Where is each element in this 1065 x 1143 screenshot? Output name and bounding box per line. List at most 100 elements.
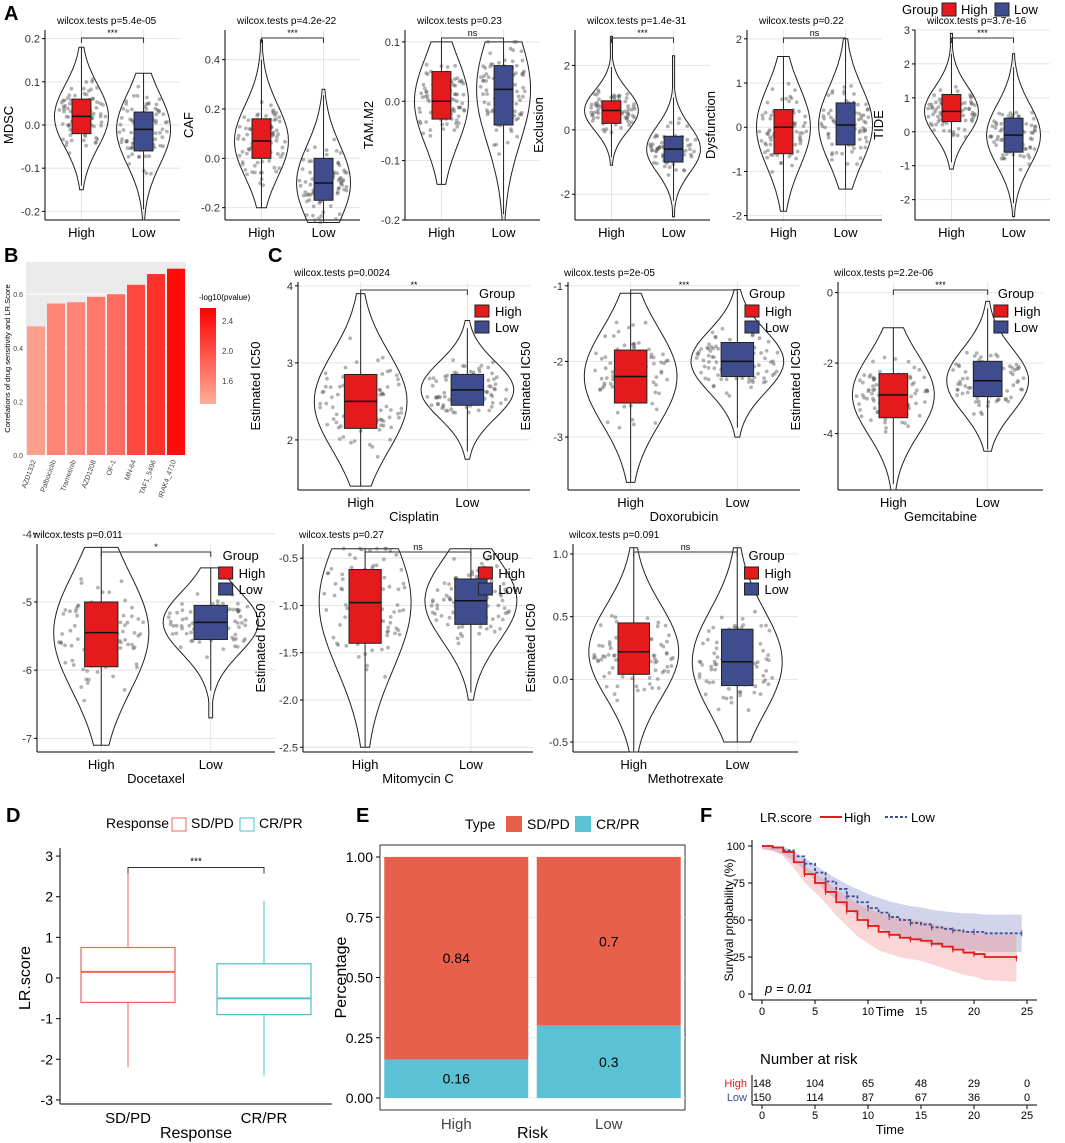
panel-a-caf-point <box>269 103 273 108</box>
panel-a-mdsc-point <box>62 98 67 103</box>
panel-a-caf-y-tick-label: 0.4 <box>205 55 220 67</box>
panel-c-docetaxel-point <box>227 607 232 612</box>
panel-b-legend-tick: 1.6 <box>222 377 234 386</box>
panel-a-mdsc-y-tick-label: -0.1 <box>21 163 40 175</box>
panel-a-mdsc-point <box>57 108 62 112</box>
panel-a-tam-m2-violin-high <box>414 41 469 185</box>
panel-a-tide-point <box>1029 130 1034 135</box>
panel-c-docetaxel-point <box>69 643 74 648</box>
panel-a-tam-m2-point <box>521 94 525 99</box>
panel-a-exclusion-point <box>626 112 630 116</box>
panel-c-doxorubicin-point <box>647 347 651 352</box>
panel-c-docetaxel-significance: * <box>154 542 158 552</box>
panel-c-methotrexate-point <box>593 655 597 660</box>
panel-c-docetaxel-point <box>111 674 115 679</box>
panel-a-exclusion-point <box>685 124 690 129</box>
panel-a-dysfunction-point <box>865 107 870 112</box>
panel-c-doxorubicin-y-tick-label: -1 <box>553 281 563 293</box>
panel-a-exclusion-point <box>654 161 659 166</box>
panel-c-gemcitabine-test-label: wilcox.tests p=2.2e-06 <box>833 268 934 279</box>
panel-c-cisplatin-test-label: wilcox.tests p=0.0024 <box>293 268 390 279</box>
panel-a-tam-m2-point <box>509 129 514 134</box>
panel-e-legend-crpr-key <box>575 816 591 832</box>
panel-c-doxorubicin-point <box>593 368 597 373</box>
panel-c-methotrexate-point <box>752 690 757 695</box>
panel-a-dysfunction-point <box>797 137 802 141</box>
panel-a-exclusion-point <box>689 154 694 159</box>
panel-a-tam-m2-point <box>515 134 520 139</box>
panel-a-caf-point <box>250 170 255 175</box>
panel-a-tide-point <box>937 97 942 102</box>
panel-a-exclusion-point <box>668 120 673 125</box>
panel-c-doxorubicin-point <box>649 352 654 357</box>
panel-c-doxorubicin-violin-high <box>583 292 678 483</box>
panel-c-doxorubicin-point <box>714 344 718 349</box>
panel-a-tam-m2-point <box>451 83 456 88</box>
panel-a-tide-point <box>970 102 974 106</box>
panel-c-mitomycin-c-point <box>386 629 391 633</box>
panel-c-methotrexate-point <box>697 659 702 664</box>
panel-c-gemcitabine-point <box>1017 364 1021 369</box>
panel-a-mdsc-point <box>129 130 134 135</box>
panel-a-dysfunction-point <box>863 127 867 132</box>
panel-c-methotrexate-point <box>767 628 772 633</box>
panel-c-mitomycin-c-point <box>449 586 454 591</box>
panel-c-methotrexate-point <box>716 707 721 712</box>
panel-a-caf-point <box>280 151 285 156</box>
panel-a-tide-point <box>1028 136 1033 141</box>
panel-a-caf-point <box>337 186 341 190</box>
panel-c-cisplatin-point <box>394 373 399 378</box>
panel-a-caf-point <box>280 145 285 150</box>
panel-c-docetaxel-point <box>245 604 250 609</box>
panel-c-doxorubicin-point <box>716 373 720 377</box>
panel-c-methotrexate-point <box>659 642 663 647</box>
panel-c-methotrexate-legend-high-key <box>744 566 759 580</box>
panel-a-tam-m2-point <box>513 109 517 114</box>
panel-c-gemcitabine-point <box>912 365 917 370</box>
panel-c-mitomycin-c-point <box>386 625 391 630</box>
panel-a-tide-point <box>1030 110 1034 115</box>
panel-a-caf-point <box>340 183 344 187</box>
panel-c-mitomycin-c-point <box>495 564 499 568</box>
panel-d-legend-sdpd-label: SD/PD <box>191 815 234 831</box>
panel-a-exclusion-point <box>657 145 662 150</box>
panel-a-exclusion-point <box>591 116 596 120</box>
panel-c-docetaxel-point <box>132 631 137 635</box>
panel-a-caf-point <box>277 119 282 124</box>
panel-a-tam-m2-point <box>489 62 493 66</box>
panel-a-caf-point <box>336 161 341 166</box>
panel-c-gemcitabine-point <box>871 388 875 392</box>
panel-c-methotrexate-point <box>709 667 714 672</box>
panel-c-doxorubicin-point <box>699 347 704 351</box>
panel-a-dysfunction-y-tick-label: -1 <box>732 166 742 178</box>
panel-c-doxorubicin-point <box>654 383 658 387</box>
panel-c-doxorubicin-point <box>665 377 669 382</box>
panel-a-exclusion-point <box>627 123 631 127</box>
panel-a-tam-m2-point <box>427 99 431 104</box>
panel-a-mdsc-violin-low <box>116 72 171 221</box>
panel-a-caf-point <box>245 151 249 156</box>
panel-c-methotrexate-point <box>601 654 605 659</box>
panel-c-mitomycin-c-legend-title: Group <box>482 548 518 563</box>
panel-c-cisplatin-point <box>493 382 498 387</box>
panel-a-dysfunction-point <box>804 129 809 134</box>
panel-b-legend-tick: 2.4 <box>222 317 234 326</box>
panel-c-methotrexate-point <box>706 637 710 642</box>
panel-c-cisplatin-point <box>494 375 499 380</box>
panel-c-gemcitabine-point <box>871 378 876 382</box>
panel-a-mdsc-point <box>64 114 69 119</box>
panel-a-tam-m2-point <box>522 69 526 74</box>
panel-c-doxorubicin-point <box>740 376 745 380</box>
panel-c-mitomycin-c-point <box>442 581 447 585</box>
panel-a-dysfunction-point <box>821 114 826 118</box>
panel-c-docetaxel-point <box>119 640 123 645</box>
panel-a-mdsc-point <box>155 107 160 112</box>
panel-c-mitomycin-c-point <box>392 610 396 614</box>
panel-a-caf-point <box>335 171 339 176</box>
panel-a-tide-point <box>927 102 932 107</box>
panel-c-cisplatin-point <box>329 395 334 400</box>
panel-c-doxorubicin-point <box>724 391 729 395</box>
panel-e-data-label-sdpd: 0.84 <box>443 950 470 966</box>
panel-c-docetaxel-point <box>187 623 192 628</box>
